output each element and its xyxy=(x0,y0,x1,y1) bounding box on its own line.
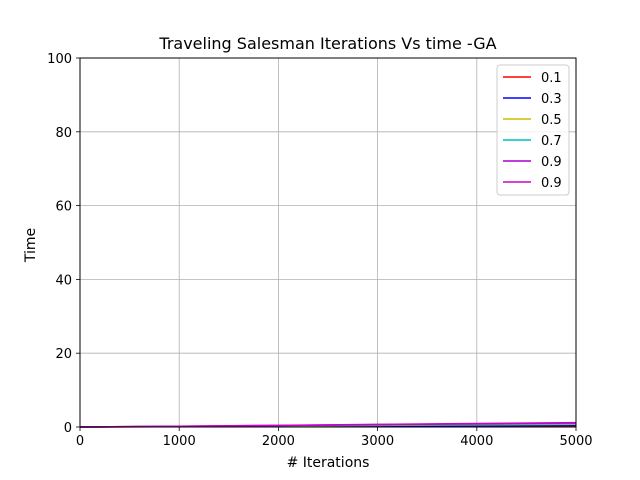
legend: 0.1 0.3 0.5 0.7 0.9 0.9 xyxy=(496,64,570,196)
y-axis-label: Time xyxy=(23,228,39,263)
x-tick-label: 3000 xyxy=(361,434,394,449)
x-axis-label: # Iterations xyxy=(287,455,370,471)
legend-label: 0.3 xyxy=(541,92,562,107)
y-tick-label: 0 xyxy=(64,421,72,436)
plot-frame xyxy=(79,57,577,428)
x-tick-label: 4000 xyxy=(460,434,493,449)
grid xyxy=(79,57,577,428)
x-tick-label: 2000 xyxy=(262,434,295,449)
x-tick-label: 0 xyxy=(76,434,84,449)
x-tick-label: 1000 xyxy=(163,434,196,449)
legend-label: 0.9 xyxy=(541,176,562,191)
legend-label: 0.7 xyxy=(541,134,562,149)
y-tick-label: 100 xyxy=(47,52,72,67)
series-line-5 xyxy=(79,421,577,428)
y-tick-label: 20 xyxy=(55,347,72,362)
legend-label: 0.5 xyxy=(541,113,562,128)
chart-title: Traveling Salesman Iterations Vs time -G… xyxy=(158,34,496,53)
y-tick-label: 60 xyxy=(55,200,72,215)
y-tick-label: 80 xyxy=(55,126,72,141)
y-tick-label: 40 xyxy=(55,273,72,288)
x-axis: 0 1000 2000 3000 4000 5000 xyxy=(76,427,593,449)
legend-label: 0.9 xyxy=(541,155,562,170)
x-tick-label: 5000 xyxy=(559,434,592,449)
legend-label: 0.1 xyxy=(541,71,562,86)
y-axis: 0 20 40 60 80 100 xyxy=(47,52,80,436)
